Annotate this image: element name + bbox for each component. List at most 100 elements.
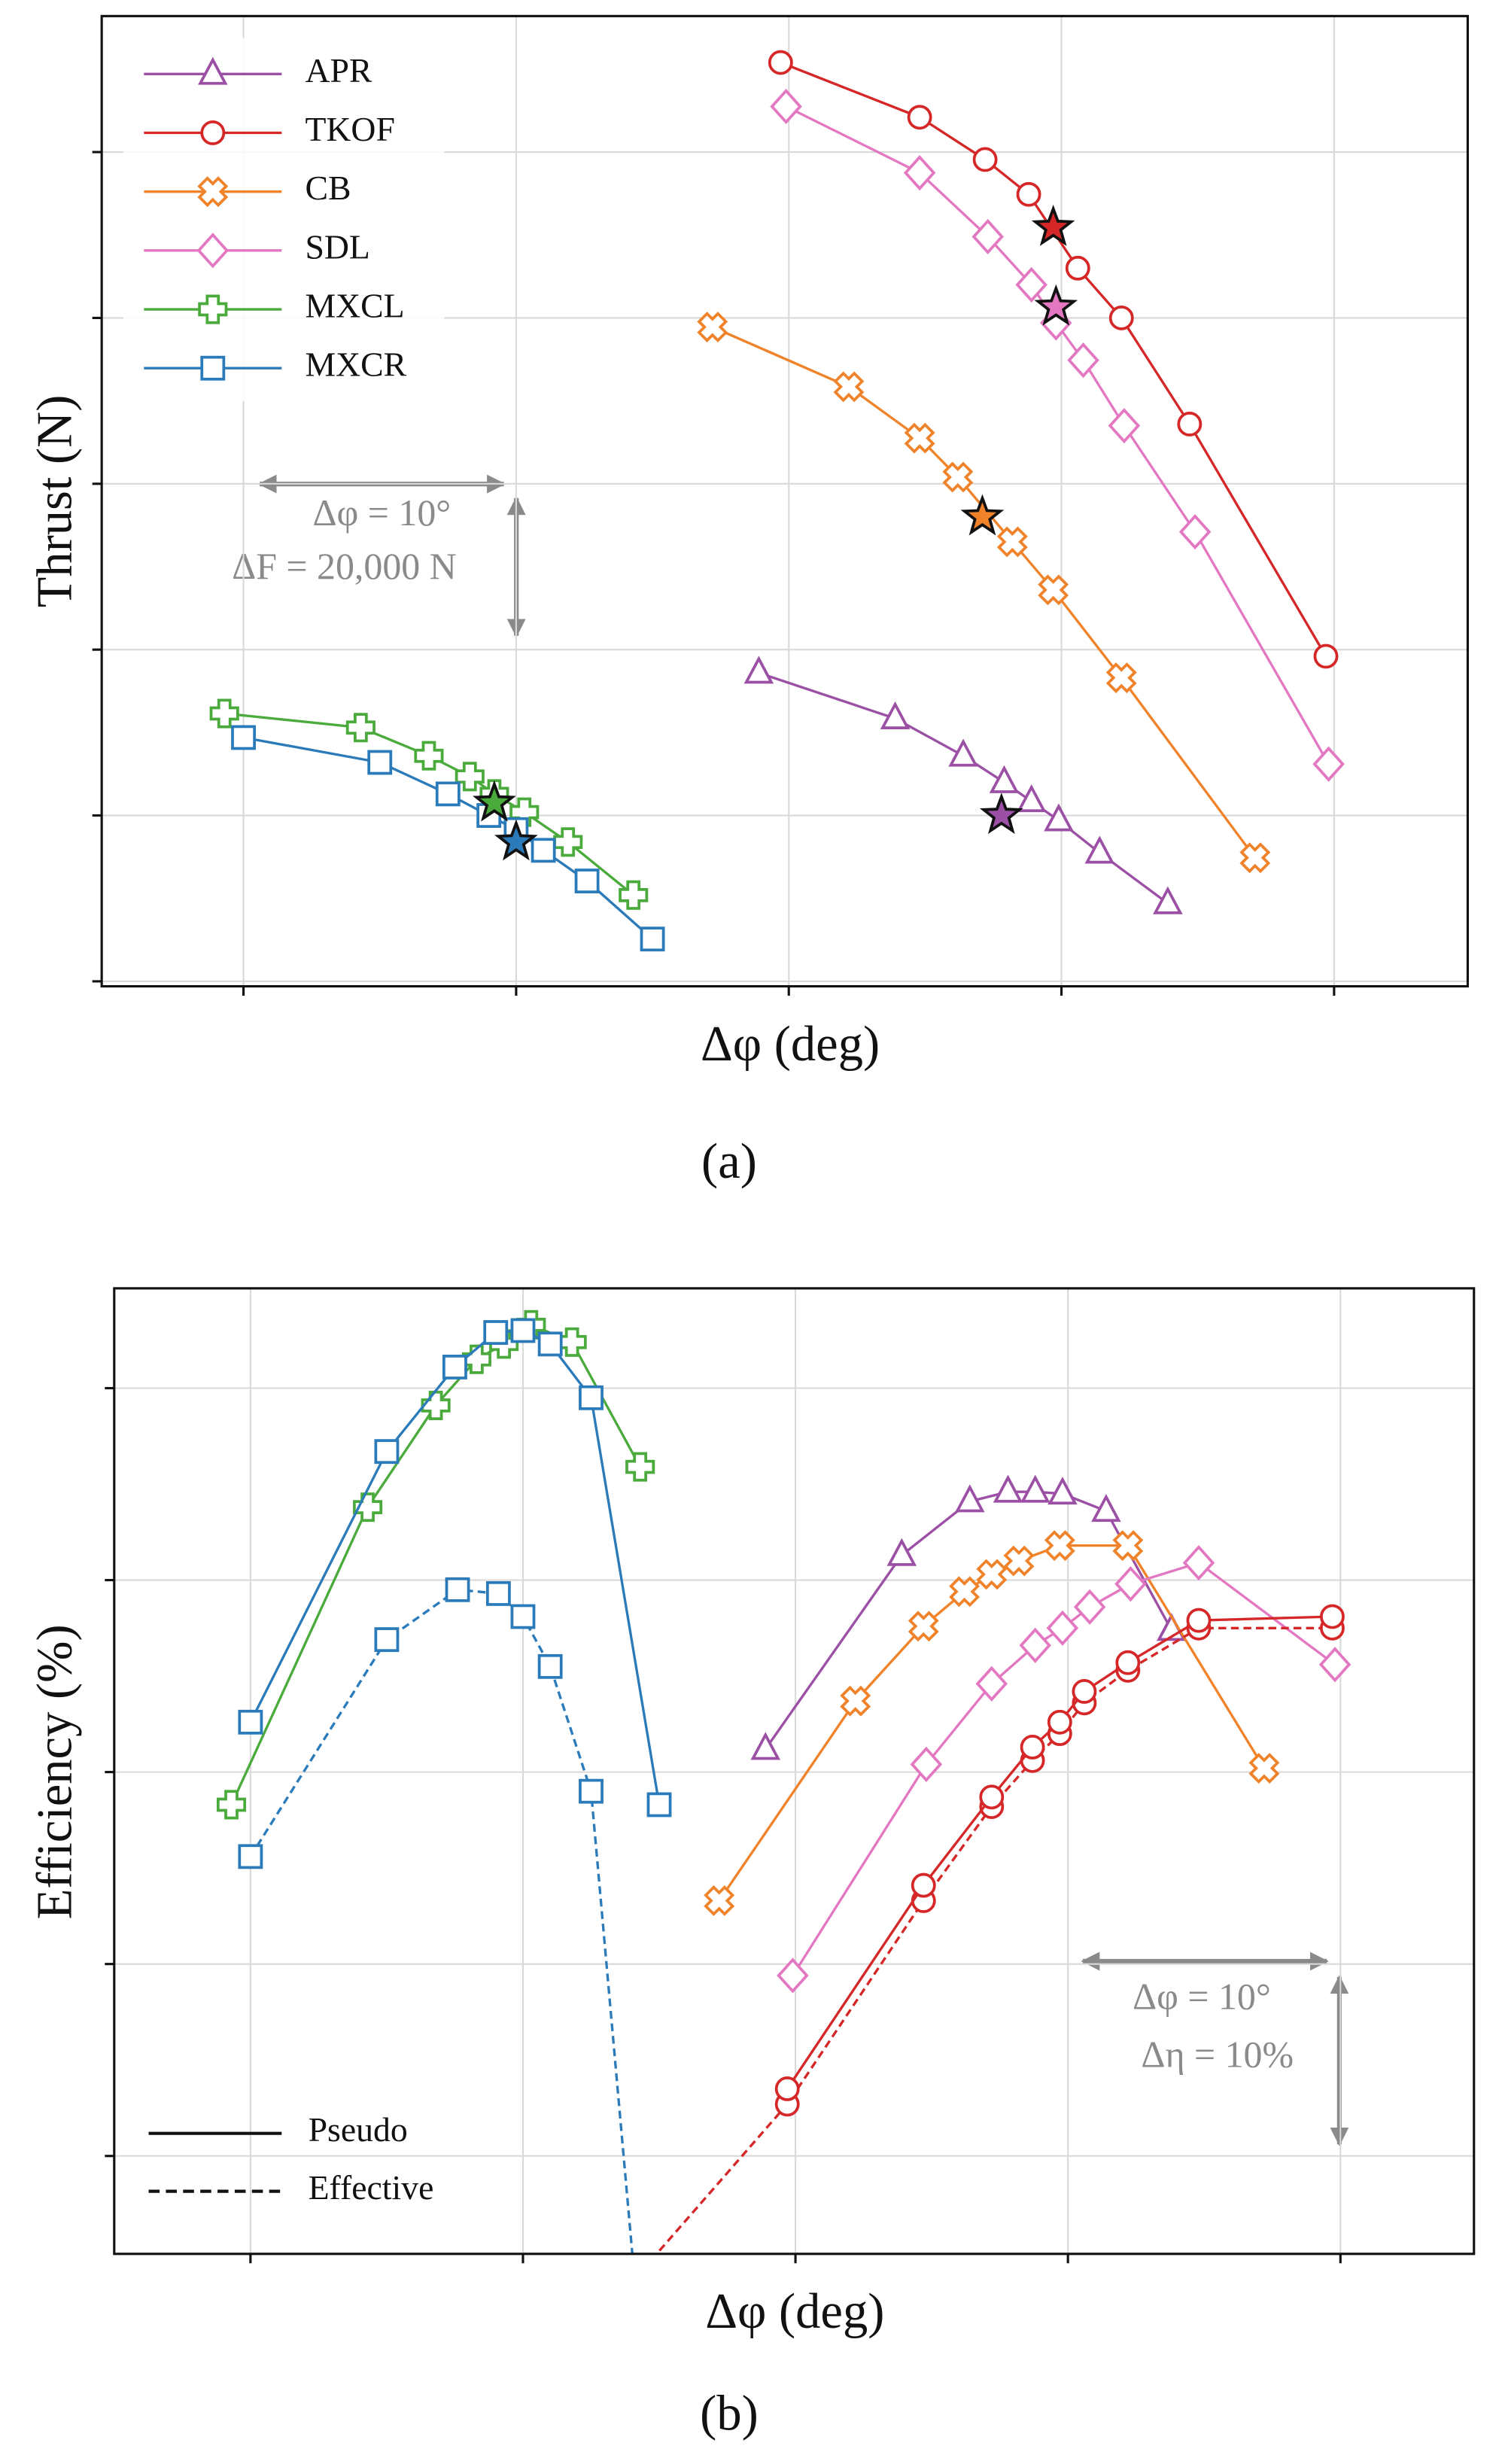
legend-label: APR [305, 51, 372, 90]
marker [1091, 1494, 1121, 1523]
marker [904, 422, 935, 454]
marker [972, 147, 998, 172]
marker [1178, 514, 1212, 550]
marker [704, 1885, 735, 1916]
y-axis-label: Efficiency (%) [27, 1624, 82, 1919]
series-line [224, 712, 634, 896]
marker [993, 1474, 1023, 1503]
marker [1016, 181, 1041, 207]
marker [557, 1327, 587, 1357]
marker [1003, 1545, 1035, 1577]
marker [750, 1732, 780, 1760]
marker [1313, 643, 1339, 669]
marker [1065, 255, 1090, 281]
series-line [785, 105, 1330, 765]
marker [1046, 1610, 1079, 1646]
marker [768, 50, 793, 75]
marker [531, 838, 556, 863]
marker [1015, 266, 1047, 303]
annotation: Δη = 10% [1141, 2034, 1294, 2075]
marker [942, 461, 974, 493]
series-line [249, 1588, 634, 2254]
marker [1320, 1604, 1345, 1629]
marker [1108, 408, 1141, 444]
marker [1019, 1627, 1051, 1663]
marker [1115, 1650, 1141, 1675]
marker [1038, 574, 1069, 606]
marker [1177, 412, 1203, 437]
marker [579, 1385, 604, 1410]
plot-frame [100, 14, 1469, 988]
series-line [758, 671, 1169, 905]
marker [1312, 746, 1345, 782]
marker [1044, 1530, 1075, 1562]
marker [1186, 1608, 1212, 1633]
legend-marker [196, 233, 230, 269]
legend-box [123, 38, 445, 401]
legend-label: Effective [309, 2168, 434, 2207]
marker [833, 371, 865, 403]
marker [435, 781, 461, 807]
marker [421, 1390, 451, 1420]
marker [911, 1872, 936, 1898]
marker [1020, 1735, 1045, 1760]
annotation-arrows [257, 474, 1349, 2146]
legend-marker [198, 294, 228, 324]
legend-label: MXCL [305, 287, 404, 325]
caption: (b) [700, 2386, 759, 2441]
marker [1016, 784, 1047, 813]
marker [510, 1318, 536, 1343]
marker [1047, 1477, 1078, 1505]
legend-label: CB [305, 169, 351, 207]
legend-label: TKOF [305, 110, 394, 148]
operating-point [473, 780, 516, 822]
series-line [243, 736, 654, 940]
marker [238, 1709, 263, 1735]
marker [461, 1344, 491, 1374]
legend-marker [200, 355, 226, 381]
marker [442, 1355, 467, 1380]
legend-marker [197, 176, 229, 208]
marker [537, 1331, 563, 1357]
marker [1084, 835, 1115, 864]
operating-point [1034, 284, 1078, 326]
marker [1020, 1474, 1051, 1503]
marker [989, 765, 1020, 793]
operating-point [979, 792, 1023, 835]
legend-marker [198, 56, 228, 85]
operating-point [1031, 204, 1075, 246]
marker [777, 1958, 809, 1994]
marker [774, 2076, 800, 2101]
marker [907, 105, 932, 130]
marker [948, 738, 978, 767]
marker [979, 1784, 1005, 1810]
marker [553, 827, 583, 857]
marker [231, 725, 256, 750]
marker [367, 750, 393, 775]
marker [510, 1604, 536, 1629]
marker [903, 155, 936, 191]
plot-area [209, 50, 1345, 952]
legend-marker [200, 120, 226, 145]
marker [238, 1844, 263, 1869]
marker [353, 1492, 383, 1523]
marker [975, 1665, 1008, 1702]
marker [1044, 803, 1074, 832]
marker [1182, 1544, 1215, 1581]
marker [445, 1577, 470, 1602]
marker [955, 1484, 985, 1513]
series-line [712, 326, 1257, 859]
caption: (a) [701, 1134, 757, 1189]
marker [455, 762, 485, 792]
annotation: ΔF = 20,000 N [232, 546, 457, 587]
marker [996, 526, 1028, 558]
marker [1072, 1679, 1097, 1704]
marker [374, 1439, 400, 1465]
annotation: Δφ = 10° [1133, 1976, 1271, 2017]
series-line [655, 1626, 1333, 2254]
operating-point [494, 819, 538, 861]
marker [414, 741, 444, 771]
marker [1112, 1530, 1144, 1562]
marker [485, 1580, 511, 1606]
plot-area [216, 1310, 1352, 2254]
